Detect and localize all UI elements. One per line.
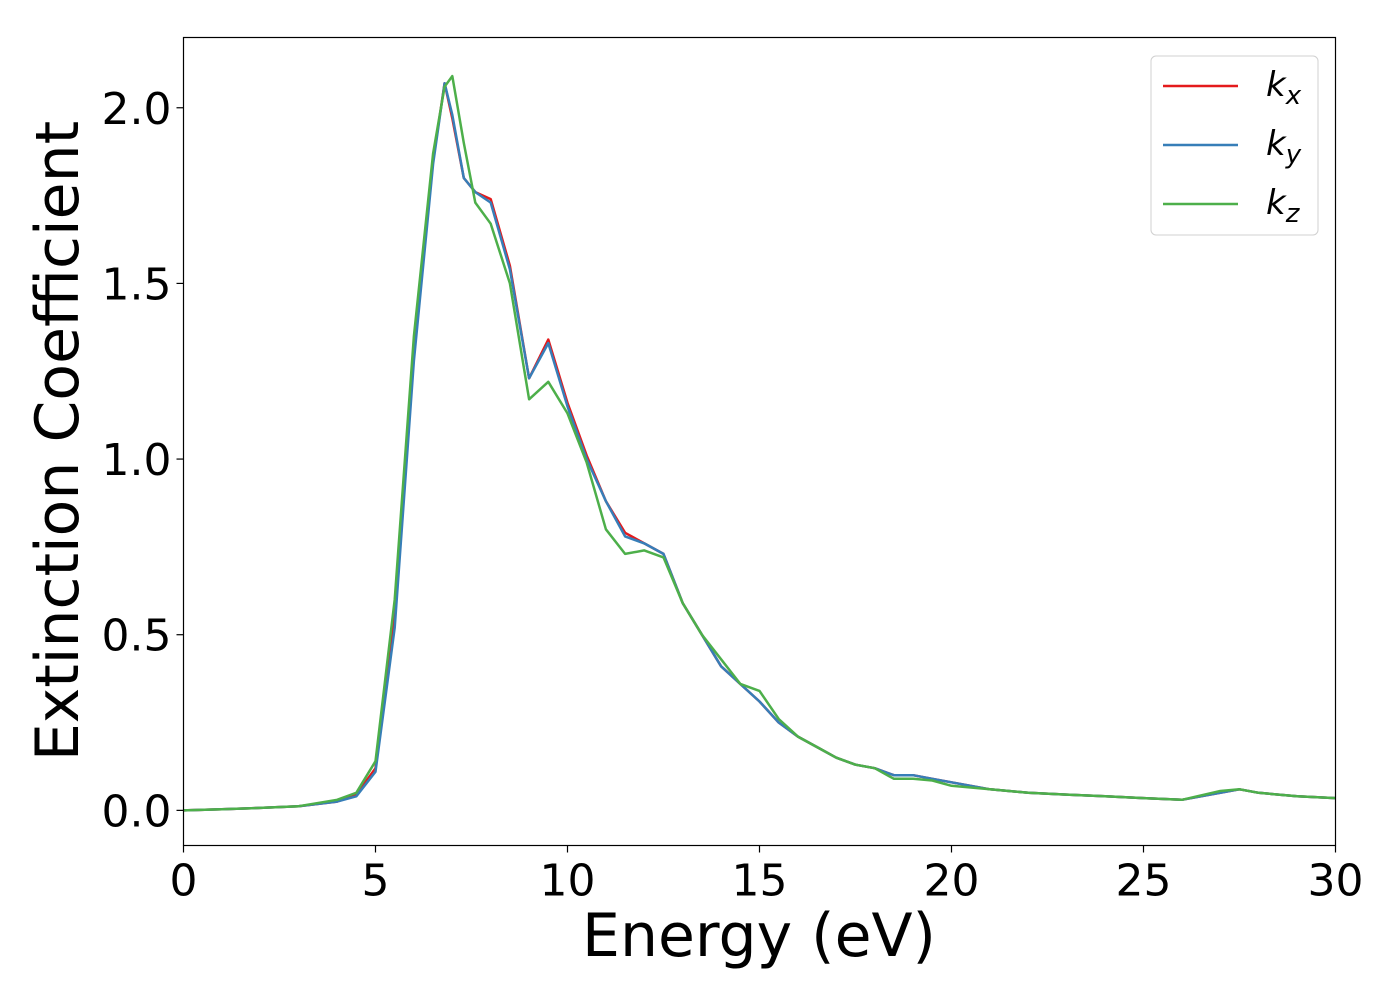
x-tick-label: 15 <box>732 856 788 907</box>
y-tick-label: 0.0 <box>102 786 172 837</box>
x-tick-label: 0 <box>170 856 198 907</box>
y-tick-label: 0.5 <box>102 611 172 662</box>
plot-lines <box>183 74 1336 812</box>
y-tick-label: 1.5 <box>102 259 172 310</box>
y-tick-label: 1.0 <box>102 435 172 486</box>
x-tick-label: 5 <box>362 856 390 907</box>
x-tick-label: 25 <box>1116 856 1172 907</box>
x-tick-label: 30 <box>1308 856 1364 907</box>
x-tick-label: 20 <box>924 856 980 907</box>
x-axis-title: Energy (eV) <box>582 901 936 971</box>
x-tick-label: 10 <box>540 856 596 907</box>
series-line-kz <box>183 74 1336 812</box>
legend-label-kx: kx <box>1266 65 1302 111</box>
y-axis-title: Extinction Coefficient <box>23 121 93 761</box>
y-tick-label: 2.0 <box>102 84 172 135</box>
axis-ticks: 0 5 10 15 20 25 30 0.0 0.5 1.0 1.5 2.0 <box>102 84 1364 907</box>
